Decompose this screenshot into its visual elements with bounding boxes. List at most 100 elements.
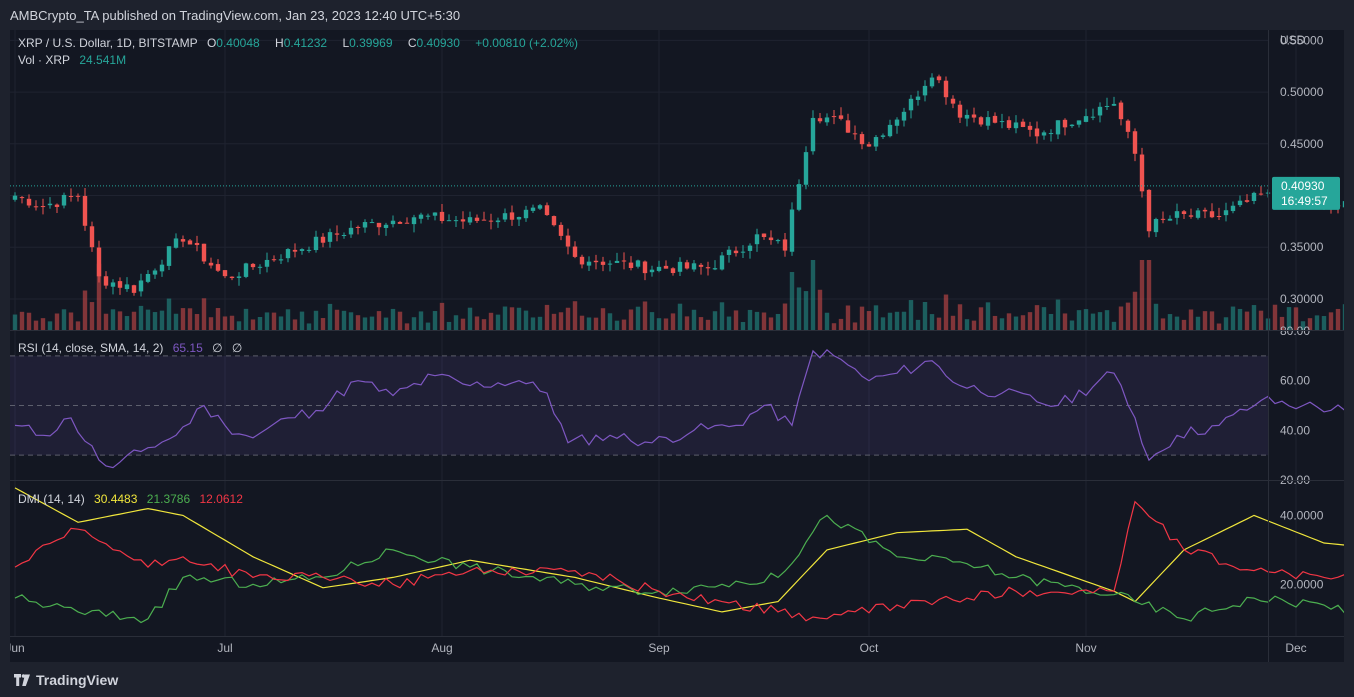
- candle-body: [838, 115, 844, 119]
- volume-bar: [908, 300, 914, 330]
- candle-body: [635, 260, 641, 267]
- candle-body: [1132, 131, 1138, 154]
- volume-bar: [936, 317, 942, 330]
- volume-bar: [817, 289, 823, 330]
- candle-body: [82, 195, 88, 226]
- volume-bar: [1244, 311, 1250, 330]
- dmi-pane: 40.0000 20.0000: [14, 487, 1354, 624]
- candle-body: [824, 117, 830, 123]
- volume-bar: [1188, 309, 1194, 330]
- candle-body: [75, 195, 81, 197]
- chart-area[interactable]: 0.550000.500000.450000.400000.350000.300…: [5, 30, 1354, 662]
- candle-body: [369, 222, 375, 224]
- volume-bar: [642, 301, 648, 330]
- volume-bar: [663, 318, 669, 330]
- candle-body: [1237, 200, 1243, 206]
- candle-body: [1034, 128, 1040, 137]
- candle-body: [187, 240, 193, 245]
- volume-bar: [334, 309, 340, 330]
- volume-bar: [600, 308, 606, 330]
- volume-bar: [530, 317, 536, 330]
- volume-bar: [502, 306, 508, 330]
- low-label: L: [342, 36, 350, 50]
- volume-bar: [684, 316, 690, 330]
- volume-bar: [61, 309, 67, 330]
- candle-body: [775, 240, 781, 242]
- volume-bar: [1321, 316, 1327, 330]
- volume-bar: [838, 318, 844, 330]
- volume-bar: [691, 309, 697, 330]
- volume-bar: [1167, 314, 1173, 330]
- volume-bar: [411, 317, 417, 330]
- dmi-minus-di-line: [14, 500, 1354, 622]
- candle-body: [747, 245, 753, 251]
- volume-bar: [1279, 316, 1285, 330]
- candle-body: [712, 268, 718, 270]
- candle-body: [173, 238, 179, 248]
- candle-body: [355, 226, 361, 228]
- candle-body: [334, 233, 340, 235]
- volume-bar: [439, 302, 445, 330]
- candle-body: [964, 114, 970, 119]
- candle-body: [1090, 116, 1096, 118]
- tradingview-logo[interactable]: TradingView: [14, 672, 118, 688]
- candle-body: [1118, 102, 1124, 120]
- dmi-plus-di-value: 21.3786: [146, 492, 191, 506]
- rsi-label[interactable]: RSI (14, close, SMA, 14, 2): [18, 341, 164, 355]
- volume-bar: [243, 308, 249, 330]
- volume-bar: [544, 304, 550, 330]
- candle-body: [999, 121, 1005, 123]
- candle-body: [453, 220, 459, 222]
- volume-bar: [1153, 303, 1159, 330]
- volume-bar: [1118, 306, 1124, 330]
- volume-bar: [551, 313, 557, 330]
- volume-bar: [614, 320, 620, 330]
- volume-bar: [628, 309, 634, 330]
- volume-bar: [1251, 305, 1257, 330]
- volume-bar: [89, 302, 95, 330]
- volume-bar: [1076, 310, 1082, 330]
- candle-body: [1006, 120, 1012, 128]
- volume-bar: [845, 305, 851, 330]
- candle-body: [250, 263, 256, 268]
- candle-body: [782, 239, 788, 251]
- volume-bar: [264, 312, 270, 330]
- price-axis-currency: USD: [1280, 33, 1306, 47]
- candle-body: [684, 262, 690, 269]
- candle-body: [810, 117, 816, 152]
- volume-bar: [1104, 310, 1110, 330]
- candle-body: [677, 261, 683, 272]
- volume-bar: [1230, 306, 1236, 330]
- dmi-label[interactable]: DMI (14, 14): [18, 492, 85, 506]
- volume-bar: [712, 311, 718, 330]
- candle-body: [1195, 210, 1201, 218]
- candle-body: [866, 144, 872, 147]
- volume-bar: [922, 301, 928, 330]
- volume-bar: [208, 317, 214, 330]
- candle-body: [565, 235, 571, 247]
- volume-bar: [761, 312, 767, 330]
- candle-body: [537, 205, 543, 209]
- volume-bar: [1090, 313, 1096, 330]
- chart-canvas[interactable]: 0.550000.500000.450000.400000.350000.300…: [5, 30, 1354, 662]
- candle-body: [362, 222, 368, 228]
- symbol-label[interactable]: XRP / U.S. Dollar, 1D, BITSTAMP: [18, 36, 198, 50]
- volume-bar: [831, 323, 837, 330]
- volume-bar: [572, 301, 578, 330]
- candle-body: [1020, 121, 1026, 127]
- volume-bar: [103, 313, 109, 330]
- dmi-adx-value: 30.4483: [94, 492, 138, 506]
- volume-label[interactable]: Vol · XRP: [18, 53, 71, 67]
- volume-bar: [754, 311, 760, 330]
- volume-bar: [803, 291, 809, 330]
- candle-body: [1230, 205, 1236, 212]
- candle-body: [845, 120, 851, 133]
- volume-bar: [47, 321, 53, 330]
- candle-body: [523, 209, 529, 219]
- volume-bar: [1041, 307, 1047, 330]
- volume-bar: [1272, 304, 1278, 330]
- candle-body: [1181, 211, 1187, 214]
- volume-bar: [992, 315, 998, 330]
- volume-bar: [180, 308, 186, 330]
- candles: [12, 73, 1354, 297]
